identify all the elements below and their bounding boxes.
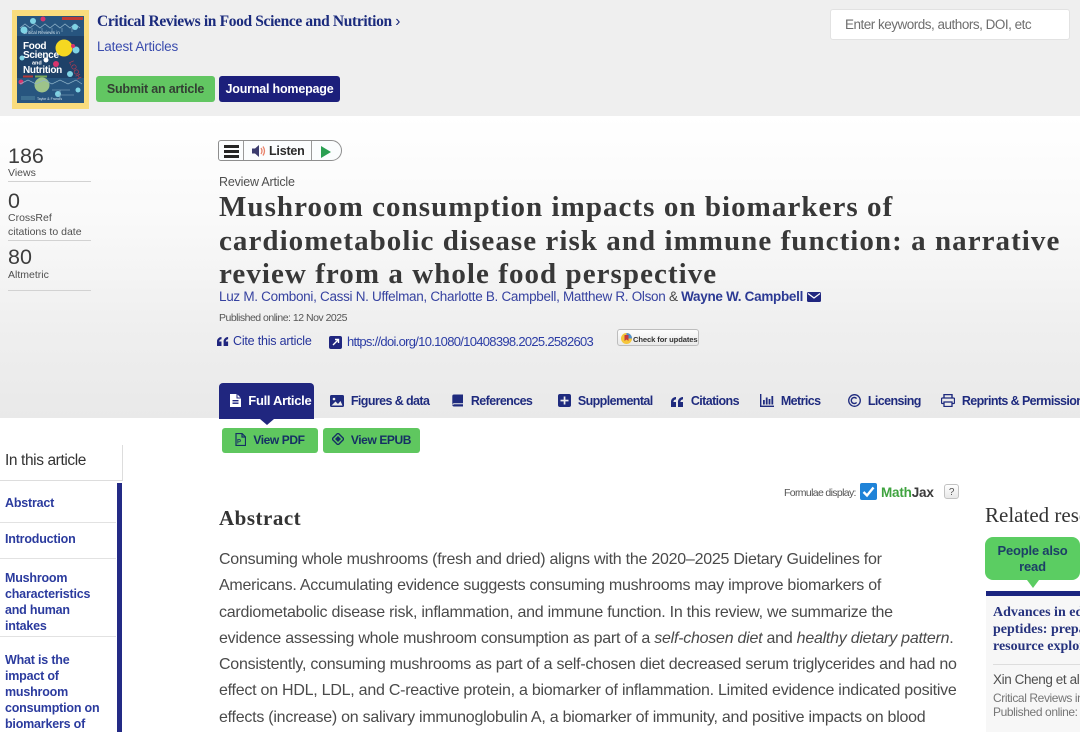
svg-text:Science: Science xyxy=(23,50,59,61)
svg-text:Critical Reviews in: Critical Reviews in xyxy=(23,30,60,35)
svg-text:Taylor & Francis: Taylor & Francis xyxy=(37,97,62,101)
svg-text:Nutrition: Nutrition xyxy=(23,65,62,76)
svg-text:Food: Food xyxy=(23,41,46,52)
svg-text:and: and xyxy=(32,61,42,67)
svg-text:P: P xyxy=(237,440,241,446)
